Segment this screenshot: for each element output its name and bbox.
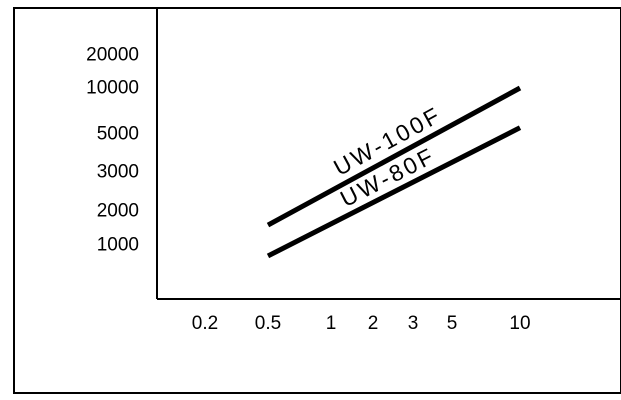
series-lines [266, 85, 522, 259]
x-tick-label: 5 [447, 313, 458, 334]
y-tick-label: 3000 [97, 162, 139, 183]
y-tick-label: 5000 [97, 124, 139, 145]
y-tick-label: 20000 [86, 45, 139, 66]
x-tick-label: 2 [368, 313, 379, 334]
y-tick-label: 1000 [97, 235, 139, 256]
series-line [266, 125, 522, 259]
x-tick-label: 0.2 [192, 313, 218, 334]
x-tick-labels: 0.2 0.5 1 2 3 5 10 [192, 313, 531, 334]
x-tick-label: 0.5 [255, 313, 281, 334]
y-tick-label: 10000 [86, 78, 139, 99]
y-tick-labels: 20000 10000 5000 3000 2000 1000 [86, 45, 139, 256]
y-tick-label: 2000 [97, 201, 139, 222]
x-tick-label: 3 [408, 313, 419, 334]
series-line [266, 85, 522, 228]
x-tick-label: 1 [326, 313, 337, 334]
x-tick-label: 10 [509, 313, 530, 334]
